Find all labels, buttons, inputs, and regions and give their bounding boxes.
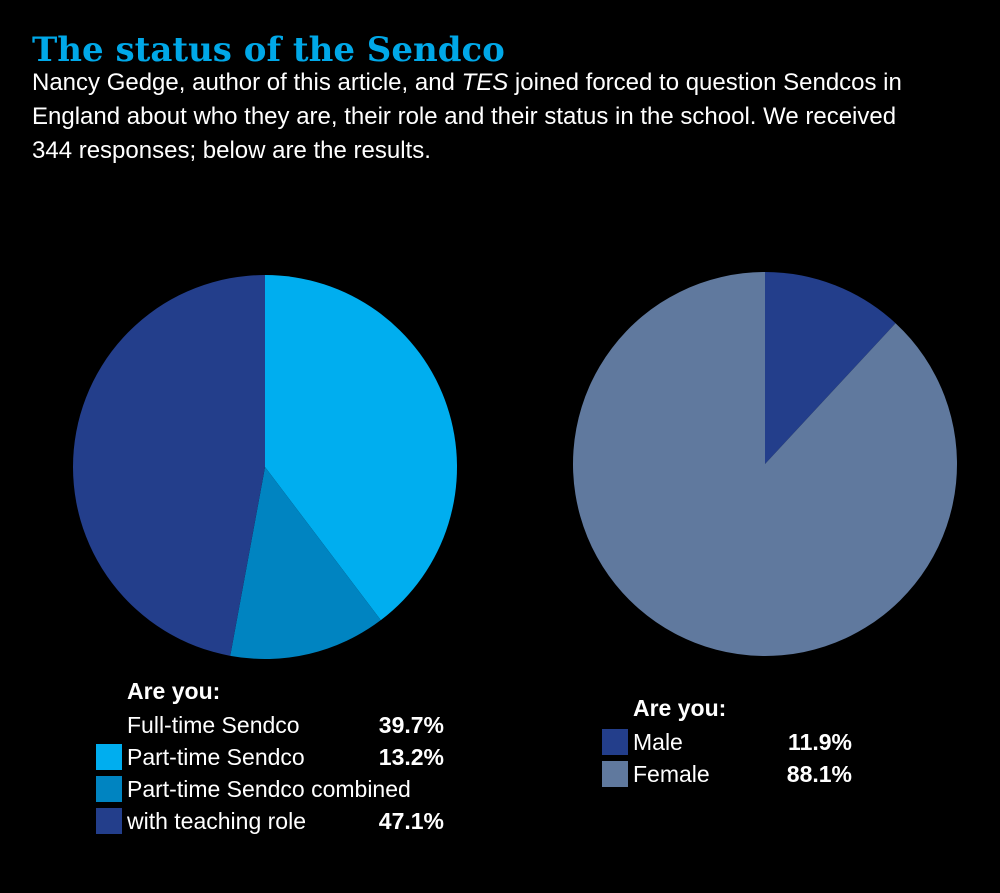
legend-label: Female [633,761,710,787]
legend-title: Are you: [127,678,221,704]
legend-value: 39.7% [378,712,444,738]
legend-value: 47.1% [378,808,444,834]
chart-title: The status of the Sendco [32,30,505,70]
legend-label: with teaching role [127,808,306,834]
gender-legend: Are you: Male 11.9% Female 88.1% [602,692,862,790]
legend-title: Are you: [633,695,727,721]
legend-label: Full-time Sendco [127,712,300,738]
pie-slice-full-time-sendco [265,275,458,621]
legend-swatch [96,744,122,770]
intro-publication-name: TES [461,69,509,96]
legend-swatch [96,808,122,834]
gender-pie-chart [573,272,957,656]
legend-label: Part-time Sendco combined [127,776,411,802]
role-pie-chart [73,275,458,659]
legend-swatch [96,776,122,802]
legend-row: Part-time Sendco 13.2% [96,741,456,773]
pie-slice-part-time-sendco [230,467,381,659]
intro-text: Nancy Gedge, author of this article, and… [32,66,912,168]
intro-text-start: Nancy Gedge, author of this article, and [32,69,462,96]
legend-row: Female 88.1% [602,758,862,790]
pie-slice-part-time-sendco-combined-with-teaching-role [73,275,265,656]
legend-row: Full-time Sendco 39.7% [96,709,456,741]
role-legend: Are you: Full-time Sendco 39.7% Part-time … [96,675,456,837]
legend-row: with teaching role 47.1% [96,805,456,837]
legend-label: Male [633,729,683,755]
legend-swatch [602,761,628,787]
legend-value: 13.2% [378,744,444,770]
legend-label: Part-time Sendco [127,744,305,770]
pie-slice-male [765,272,896,464]
legend-swatch [602,729,628,755]
legend-value: 88.1% [786,761,852,787]
legend-row: Part-time Sendco combined [96,773,456,805]
intro-text-end: joined forced to question Sendcos in Eng… [32,69,902,164]
legend-value: 11.9% [788,729,852,755]
legend-row: Male 11.9% [602,726,862,758]
pie-slice-female [573,272,957,656]
